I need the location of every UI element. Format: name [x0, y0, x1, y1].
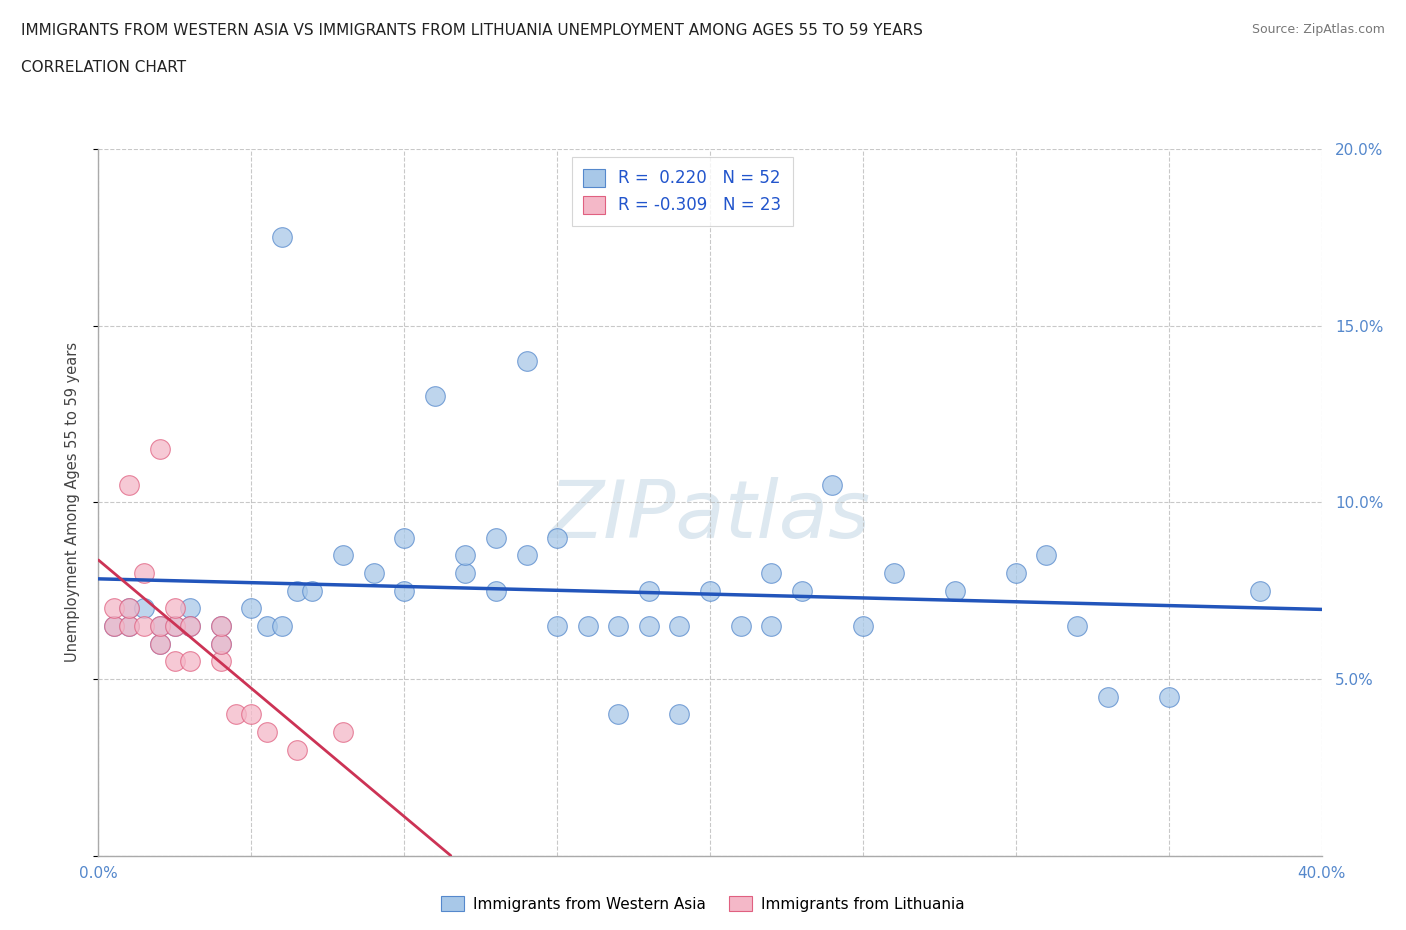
Point — [790, 583, 813, 598]
Legend: R =  0.220   N = 52, R = -0.309   N = 23: R = 0.220 N = 52, R = -0.309 N = 23 — [572, 157, 793, 226]
Point — [1157, 689, 1180, 704]
Point — [392, 583, 416, 598]
Point — [637, 618, 661, 633]
Text: ZIPatlas: ZIPatlas — [548, 477, 872, 555]
Point — [699, 583, 721, 598]
Text: IMMIGRANTS FROM WESTERN ASIA VS IMMIGRANTS FROM LITHUANIA UNEMPLOYMENT AMONG AGE: IMMIGRANTS FROM WESTERN ASIA VS IMMIGRAN… — [21, 23, 922, 38]
Point — [209, 618, 232, 633]
Point — [134, 601, 156, 616]
Point — [1097, 689, 1119, 704]
Point — [134, 618, 156, 633]
Point — [852, 618, 875, 633]
Point — [179, 654, 201, 669]
Point — [163, 618, 186, 633]
Point — [576, 618, 599, 633]
Point — [149, 636, 172, 651]
Point — [163, 601, 186, 616]
Point — [730, 618, 752, 633]
Text: Source: ZipAtlas.com: Source: ZipAtlas.com — [1251, 23, 1385, 36]
Point — [103, 601, 125, 616]
Point — [103, 618, 125, 633]
Text: CORRELATION CHART: CORRELATION CHART — [21, 60, 186, 75]
Point — [821, 477, 844, 492]
Point — [423, 389, 446, 404]
Point — [637, 583, 661, 598]
Point — [209, 618, 232, 633]
Point — [301, 583, 323, 598]
Point — [332, 548, 354, 563]
Point — [607, 707, 630, 722]
Point — [485, 583, 508, 598]
Point — [668, 618, 690, 633]
Point — [668, 707, 690, 722]
Point — [1035, 548, 1057, 563]
Point — [285, 742, 308, 757]
Point — [149, 618, 172, 633]
Y-axis label: Unemployment Among Ages 55 to 59 years: Unemployment Among Ages 55 to 59 years — [65, 342, 80, 662]
Point — [134, 565, 156, 580]
Point — [1066, 618, 1088, 633]
Point — [225, 707, 247, 722]
Point — [118, 618, 141, 633]
Point — [209, 636, 232, 651]
Point — [516, 353, 538, 368]
Point — [285, 583, 308, 598]
Point — [454, 565, 477, 580]
Point — [118, 601, 141, 616]
Point — [149, 636, 172, 651]
Point — [943, 583, 966, 598]
Point — [209, 654, 232, 669]
Point — [546, 618, 568, 633]
Point — [607, 618, 630, 633]
Point — [209, 636, 232, 651]
Point — [179, 618, 201, 633]
Point — [118, 618, 141, 633]
Point — [103, 618, 125, 633]
Point — [546, 530, 568, 545]
Point — [149, 442, 172, 457]
Point — [149, 618, 172, 633]
Point — [179, 601, 201, 616]
Point — [363, 565, 385, 580]
Point — [759, 565, 782, 580]
Point — [759, 618, 782, 633]
Point — [454, 548, 477, 563]
Point — [118, 601, 141, 616]
Point — [392, 530, 416, 545]
Point — [256, 724, 278, 739]
Point — [270, 618, 292, 633]
Point — [332, 724, 354, 739]
Point — [240, 601, 263, 616]
Point — [1004, 565, 1026, 580]
Point — [163, 654, 186, 669]
Point — [485, 530, 508, 545]
Point — [118, 477, 141, 492]
Point — [163, 618, 186, 633]
Point — [516, 548, 538, 563]
Point — [883, 565, 905, 580]
Legend: Immigrants from Western Asia, Immigrants from Lithuania: Immigrants from Western Asia, Immigrants… — [434, 889, 972, 918]
Point — [179, 618, 201, 633]
Point — [240, 707, 263, 722]
Point — [1249, 583, 1271, 598]
Point — [256, 618, 278, 633]
Point — [270, 230, 292, 245]
